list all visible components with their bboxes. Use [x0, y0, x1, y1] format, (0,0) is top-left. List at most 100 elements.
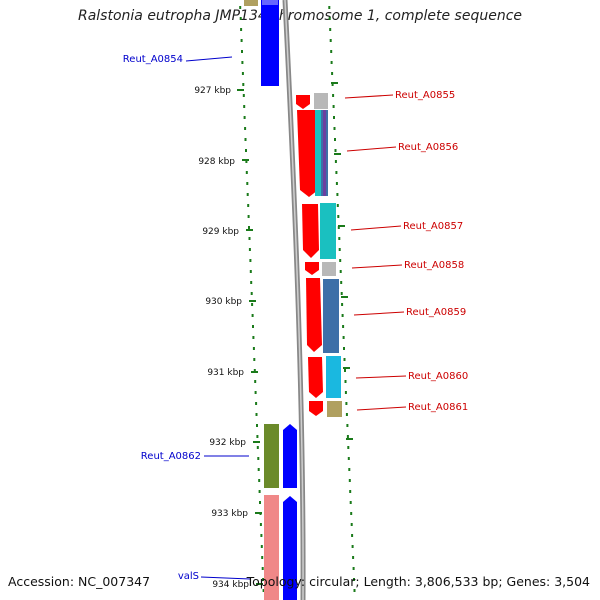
- ruler-dot: [344, 380, 347, 383]
- ruler-dot: [338, 248, 341, 251]
- ruler-dot: [257, 457, 260, 460]
- label-Reut_A0855[interactable]: Reut_A0855: [395, 90, 455, 101]
- ruler-dot: [261, 567, 264, 570]
- ruler-dot: [244, 127, 247, 130]
- genome-summary-text: Topology: circular; Length: 3,806,533 bp…: [246, 574, 590, 589]
- tick-label-929: 929 kbp: [202, 227, 239, 237]
- ruler-dot: [333, 127, 336, 130]
- label-Reut_A0862[interactable]: Reut_A0862: [141, 451, 201, 462]
- ruler-dot: [329, 39, 332, 42]
- ruler-dot: [335, 182, 338, 185]
- cog-Reut_A0857: [320, 203, 336, 259]
- ruler-dot: [351, 534, 354, 537]
- label-Reut_A0856[interactable]: Reut_A0856: [398, 142, 458, 153]
- ruler-dot: [261, 556, 264, 559]
- tick-label-930: 930 kbp: [205, 297, 242, 307]
- ruler-dot: [331, 83, 334, 86]
- ruler-dot: [252, 347, 255, 350]
- ruler-dot: [258, 479, 261, 482]
- label-Reut_A0857[interactable]: Reut_A0857: [403, 221, 463, 232]
- ruler-dot: [340, 292, 343, 295]
- ruler-dot: [247, 215, 250, 218]
- ruler-dot: [252, 325, 254, 328]
- ruler-dot: [332, 105, 335, 108]
- gene-Reut_A0856[interactable]: [297, 110, 318, 197]
- ruler-dot: [260, 534, 263, 537]
- ruler-dot: [262, 589, 265, 592]
- label-Reut_A0861[interactable]: Reut_A0861: [408, 402, 468, 413]
- ruler-dot: [346, 435, 349, 438]
- cog-Reut_A0855: [314, 93, 328, 109]
- reverse-cog-track: [244, 0, 279, 600]
- ruler-dot: [350, 512, 353, 515]
- ruler-dot: [346, 424, 349, 427]
- ruler-dot: [251, 303, 254, 306]
- ruler-dot: [337, 226, 340, 229]
- ruler-dot: [245, 171, 248, 174]
- ruler-dot: [336, 193, 339, 196]
- gene-Reut_A0861[interactable]: [309, 401, 323, 416]
- ruler-dot: [353, 578, 355, 581]
- inner-ruler-track: [328, 6, 356, 592]
- ruler-dot: [348, 468, 351, 471]
- cog-valS: [264, 495, 279, 600]
- ruler-dot: [328, 6, 331, 9]
- ruler-dot: [243, 116, 246, 119]
- gene-Reut_A0859[interactable]: [306, 278, 322, 352]
- gene-Reut_A0854[interactable]: [261, 0, 279, 86]
- label-Reut_A0858[interactable]: Reut_A0858: [404, 260, 464, 271]
- ruler-dot: [347, 457, 350, 460]
- ruler-dot: [260, 545, 263, 548]
- ruler-dot: [249, 270, 252, 273]
- ruler-dot: [241, 72, 244, 75]
- ruler-dot: [334, 149, 337, 152]
- ruler-dot: [241, 61, 244, 64]
- ruler-dot: [352, 567, 355, 570]
- ruler-dot: [256, 424, 258, 427]
- ruler-dot: [244, 138, 247, 141]
- label-Reut_A0860[interactable]: Reut_A0860: [408, 371, 468, 382]
- ruler-dot: [251, 314, 254, 317]
- ruler-dot: [338, 237, 341, 240]
- ruler-dot: [332, 94, 335, 97]
- ruler-dot: [239, 6, 242, 9]
- ruler-dot: [259, 523, 262, 526]
- ruler-dot: [353, 589, 356, 592]
- label-Reut_A0859[interactable]: Reut_A0859: [406, 307, 466, 318]
- ruler-dot: [241, 50, 243, 53]
- ruler-dot: [254, 391, 257, 394]
- forward-genes: [296, 95, 323, 416]
- ruler-dot: [242, 83, 245, 86]
- ruler-dot: [247, 204, 250, 207]
- ruler-dot: [253, 358, 256, 361]
- label-Reut_A0854[interactable]: Reut_A0854: [123, 54, 183, 65]
- ruler-dot: [243, 105, 246, 108]
- ruler-dot: [349, 490, 352, 493]
- label-valS[interactable]: valS: [178, 571, 199, 582]
- tick-label-928: 928 kbp: [198, 157, 235, 167]
- ruler-dot: [335, 171, 338, 174]
- gene-Reut_A0862[interactable]: [283, 424, 297, 488]
- gene-Reut_A0857[interactable]: [302, 204, 319, 258]
- ruler-dot: [344, 391, 347, 394]
- ruler-dot: [246, 193, 249, 196]
- ruler-dot: [254, 380, 257, 383]
- cog-Reut_A0859: [323, 279, 339, 353]
- ruler-dot: [246, 182, 249, 185]
- ruler-dot: [330, 61, 333, 64]
- tick-label-927: 927 kbp: [194, 86, 231, 96]
- ruler-dot: [344, 369, 346, 372]
- ruler-dot: [330, 50, 333, 53]
- ruler-dot: [240, 28, 243, 31]
- ruler-dot: [242, 94, 245, 97]
- gene-Reut_A0860[interactable]: [308, 357, 323, 398]
- ruler-dot: [255, 402, 258, 405]
- gene-Reut_A0855[interactable]: [296, 95, 310, 109]
- ruler-dot: [262, 578, 265, 581]
- gene-valS[interactable]: [283, 496, 297, 600]
- ruler-dot: [333, 116, 335, 119]
- cog-Reut_A0860: [326, 356, 341, 398]
- ruler-dot: [331, 72, 334, 75]
- ruler-dot: [352, 556, 355, 559]
- gene-Reut_A0858[interactable]: [305, 262, 319, 275]
